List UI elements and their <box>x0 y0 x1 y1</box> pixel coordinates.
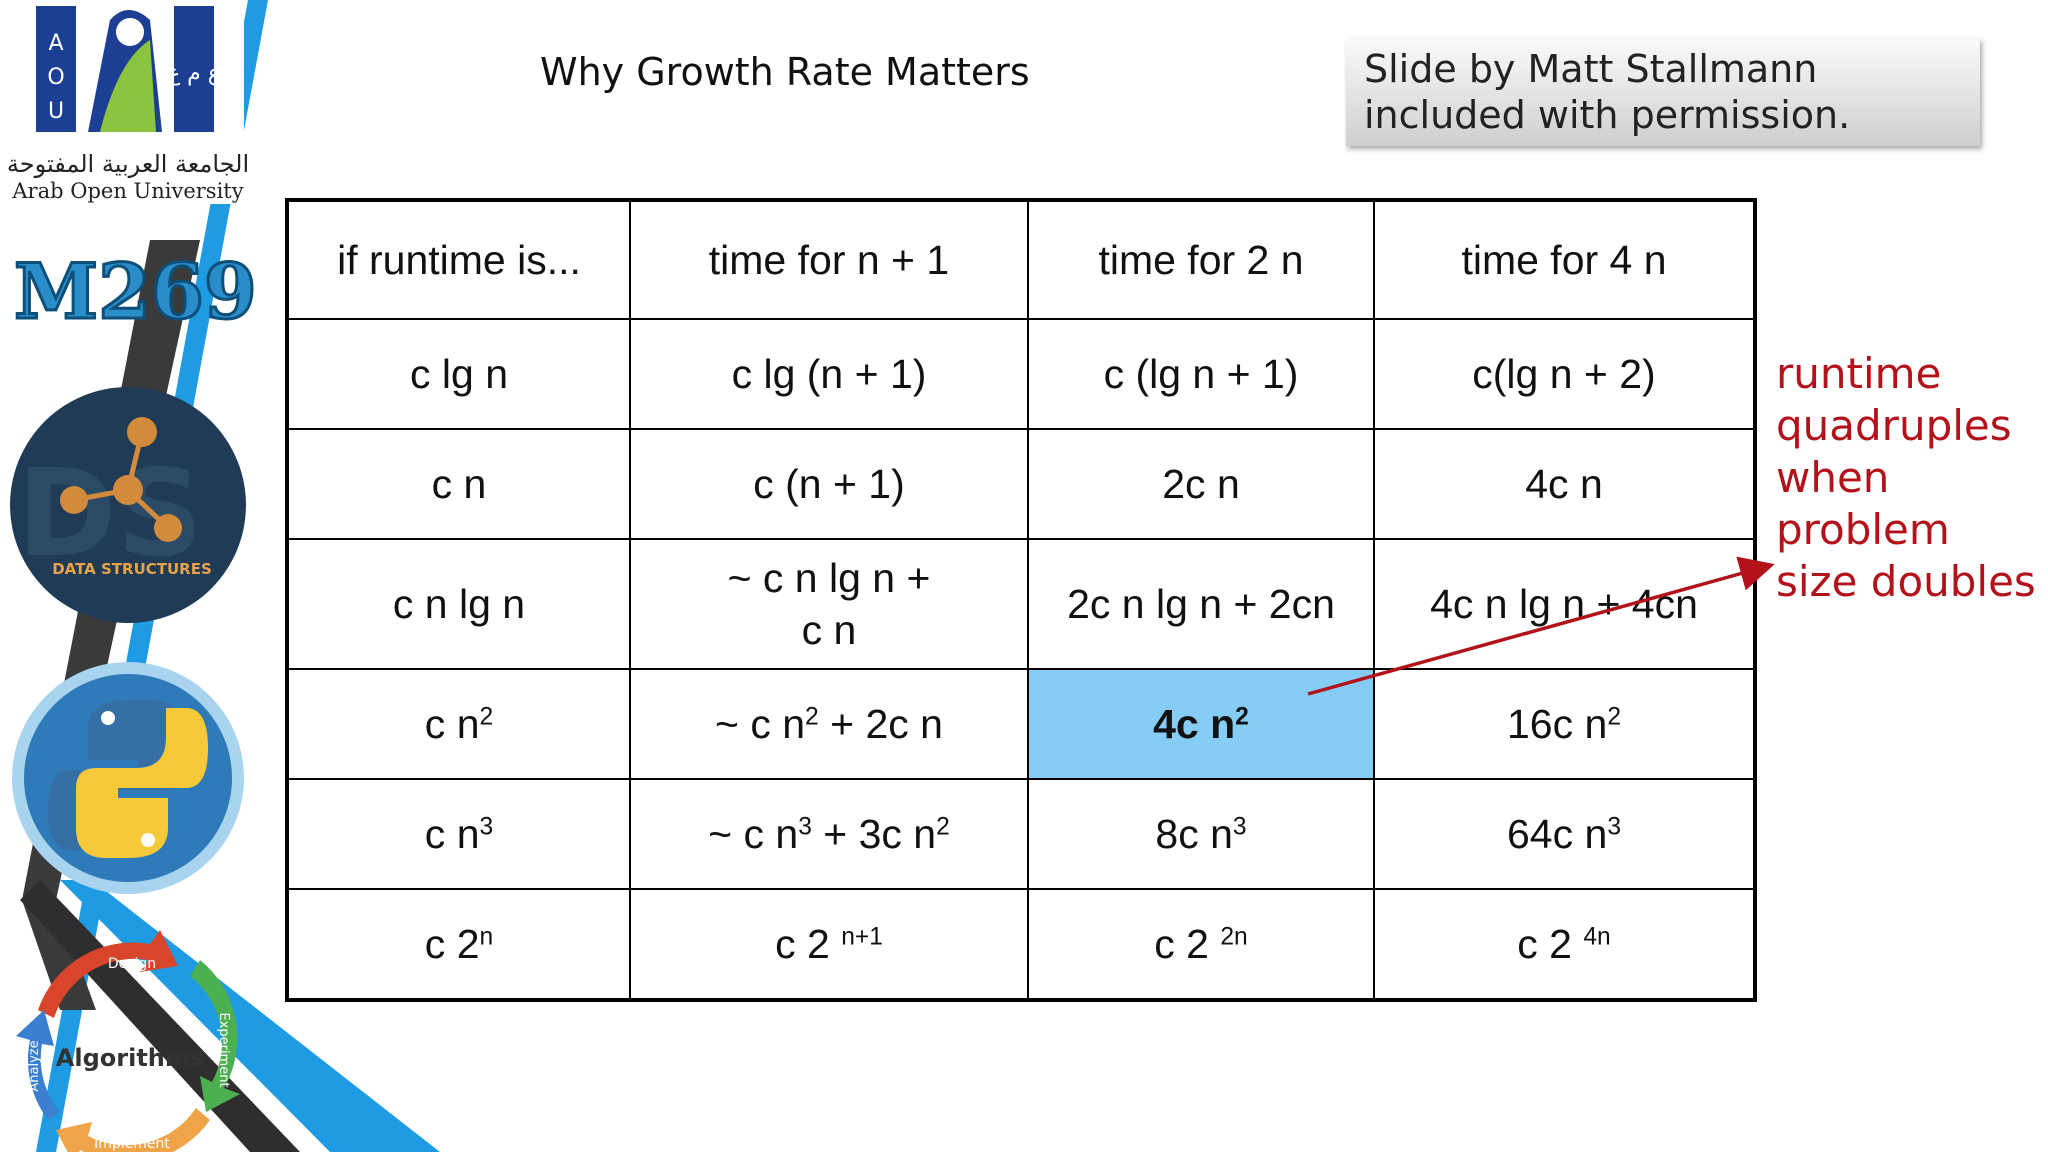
svg-text:Implement: Implement <box>94 1136 170 1152</box>
table-cell: c lg n <box>286 318 631 430</box>
table-cell: c(lg n + 2) <box>1373 318 1756 430</box>
header-cell: time for 4 n <box>1373 199 1756 320</box>
annotation-line: problem <box>1776 505 1950 554</box>
table-cell: c 2n <box>286 888 631 1001</box>
course-code: M269 <box>14 247 257 336</box>
table-cell: 64c n3 <box>1373 778 1756 890</box>
table-cell: c 2 4n <box>1373 888 1756 1001</box>
svg-text:Design: Design <box>108 956 156 972</box>
svg-text:O: O <box>47 65 64 90</box>
highlighted-cell: 4c n2 <box>1027 668 1375 780</box>
table-row: c n3 ~ c n3 + 3c n2 8c n3 64c n3 <box>286 778 1756 890</box>
university-english-name: Arab Open University <box>11 179 243 203</box>
aou-logo-icon: A O U ع م ع الجامعة العربية المفتوحة Ara… <box>7 4 249 204</box>
table-cell: ~ c n lg n + c n <box>629 538 1029 670</box>
annotation-line: runtime <box>1776 349 1942 398</box>
table-cell: c n lg n <box>286 538 631 670</box>
table-cell: c n2 <box>286 668 631 780</box>
table-cell: 2c n lg n + 2cn <box>1027 538 1375 670</box>
table-cell: c (n + 1) <box>629 428 1029 540</box>
table-cell: 4c n lg n + 4cn <box>1373 538 1756 670</box>
svg-text:DS: DS <box>17 445 203 584</box>
algorithm-cycle-icon: Design Implement Analyze Experiment Algo… <box>16 930 240 1152</box>
sidebar-decoration: A O U ع م ع الجامعة العربية المفتوحة Ara… <box>7 0 440 1152</box>
table-cell: c 2 2n <box>1027 888 1375 1001</box>
svg-text:ع م ع: ع م ع <box>167 61 221 86</box>
table-cell: 8c n3 <box>1027 778 1375 890</box>
svg-text:Algorithms: Algorithms <box>56 1044 204 1072</box>
slide-title: Why Growth Rate Matters <box>540 50 1030 94</box>
annotation-line: when <box>1776 453 1890 502</box>
header-cell: if runtime is... <box>286 199 631 320</box>
annotation-line: quadruples <box>1776 401 2012 450</box>
table-cell: c (lg n + 1) <box>1027 318 1375 430</box>
svg-text:DATA STRUCTURES: DATA STRUCTURES <box>52 560 212 578</box>
header-cell: time for n + 1 <box>629 199 1029 320</box>
header-cell: time for 2 n <box>1027 199 1375 320</box>
table-row: c n lg n ~ c n lg n + c n 2c n lg n + 2c… <box>286 538 1756 670</box>
svg-text:U: U <box>48 99 64 124</box>
table-row: c n2 ~ c n2 + 2c n 4c n2 16c n2 <box>286 668 1756 780</box>
university-arabic-name: الجامعة العربية المفتوحة <box>7 150 249 178</box>
credit-box: Slide by Matt Stallmann included with pe… <box>1346 38 1980 146</box>
data-structures-icon: DS DATA STRUCTURES <box>10 387 246 623</box>
table-cell: 16c n2 <box>1373 668 1756 780</box>
svg-text:Analyze: Analyze <box>27 1040 42 1091</box>
table-cell: c 2 n+1 <box>629 888 1029 1001</box>
table-cell: ~ c n3 + 3c n2 <box>629 778 1029 890</box>
growth-rate-table: if runtime is... time for n + 1 time for… <box>285 198 1757 1002</box>
table-row: c 2n c 2 n+1 c 2 2n c 2 4n <box>286 888 1756 1001</box>
table-row: c n c (n + 1) 2c n 4c n <box>286 428 1756 540</box>
annotation-note: runtime quadruples when problem size dou… <box>1776 348 2046 608</box>
table-cell: c lg (n + 1) <box>629 318 1029 430</box>
python-logo-icon <box>12 662 244 894</box>
svg-text:A: A <box>48 31 63 56</box>
table-cell: c n3 <box>286 778 631 890</box>
table-row: c lg n c lg (n + 1) c (lg n + 1) c(lg n … <box>286 318 1756 430</box>
table-cell: 4c n <box>1373 428 1756 540</box>
svg-text:Experiment: Experiment <box>216 1012 231 1087</box>
table-cell: c n <box>286 428 631 540</box>
table-cell: 2c n <box>1027 428 1375 540</box>
table-header-row: if runtime is... time for n + 1 time for… <box>286 199 1756 320</box>
annotation-line: size doubles <box>1776 557 2036 606</box>
table-cell: ~ c n2 + 2c n <box>629 668 1029 780</box>
